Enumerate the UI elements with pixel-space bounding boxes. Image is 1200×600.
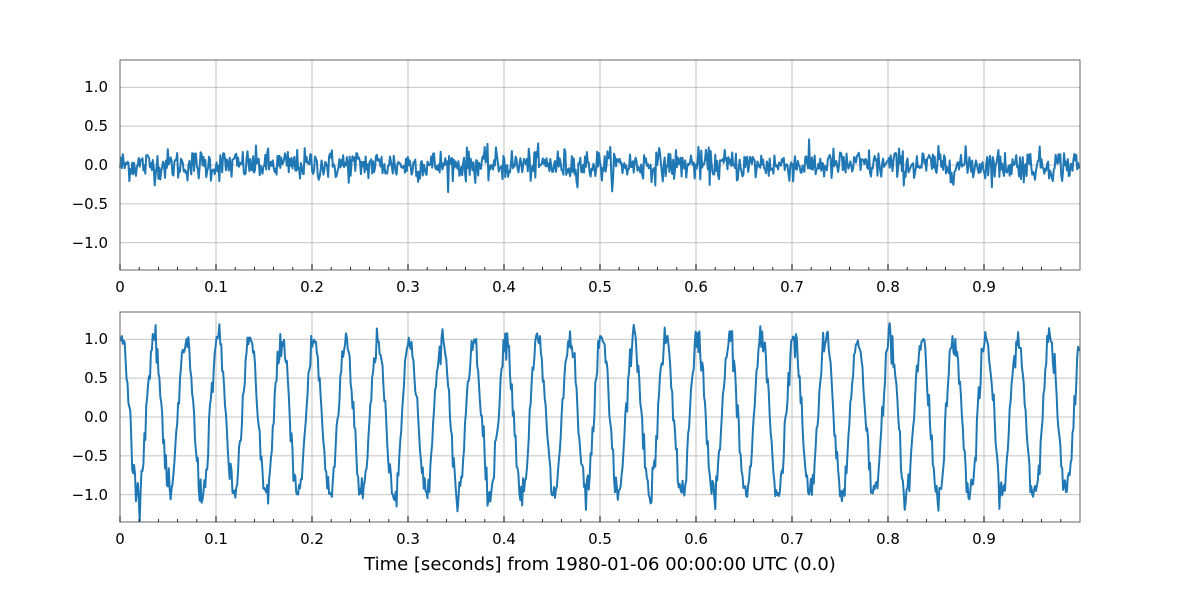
bottom-x-tick-label: 0.1 bbox=[204, 530, 228, 548]
bottom-tick-labels: 0 0.1 0.2 0.3 0.4 0.5 0.6 0.7 0.8 0.9 1.0 0.5 0.0 −0.… bbox=[72, 330, 996, 548]
bottom-y-tick-label: 0.0 bbox=[84, 408, 108, 426]
bottom-y-tick-label: −1.0 bbox=[72, 486, 108, 504]
bottom-y-tick-label: 0.5 bbox=[84, 369, 108, 387]
bottom-x-tick-label: 0.3 bbox=[396, 530, 420, 548]
bottom-x-tick-label: 0.7 bbox=[780, 530, 804, 548]
top-x-tick-label: 0.9 bbox=[972, 278, 996, 296]
top-y-tick-label: −0.5 bbox=[72, 195, 108, 213]
bottom-x-tick-label: 0.8 bbox=[876, 530, 900, 548]
bottom-x-tick-label: 0.4 bbox=[492, 530, 516, 548]
bottom-x-tick-label: 0 bbox=[115, 530, 125, 548]
top-series-line bbox=[119, 138, 1081, 194]
top-y-tick-label: 0.0 bbox=[84, 156, 108, 174]
bottom-series-line bbox=[119, 322, 1081, 523]
top-tick-labels: 0 0.1 0.2 0.3 0.4 0.5 0.6 0.7 0.8 0.9 1.0 0.5 0.0 −0.… bbox=[72, 78, 996, 296]
bottom-y-tick-label: 1.0 bbox=[84, 330, 108, 348]
x-axis-title: Time [seconds] from 1980-01-06 00:00:00 … bbox=[363, 554, 836, 575]
top-x-tick-label: 0.7 bbox=[780, 278, 804, 296]
top-y-tick-label: 0.5 bbox=[84, 117, 108, 135]
top-x-tick-label: 0.8 bbox=[876, 278, 900, 296]
bottom-x-tick-label: 0.9 bbox=[972, 530, 996, 548]
top-y-tick-label: 1.0 bbox=[84, 78, 108, 96]
top-y-tick-label: −1.0 bbox=[72, 234, 108, 252]
top-x-tick-label: 0.3 bbox=[396, 278, 420, 296]
top-x-tick-label: 0.1 bbox=[204, 278, 228, 296]
bottom-x-tick-label: 0.6 bbox=[684, 530, 708, 548]
bottom-y-tick-label: −0.5 bbox=[72, 447, 108, 465]
top-x-tick-label: 0.5 bbox=[588, 278, 612, 296]
top-panel: 0 0.1 0.2 0.3 0.4 0.5 0.6 0.7 0.8 0.9 1.0 0.5 0.0 −0.… bbox=[72, 59, 1081, 296]
top-x-tick-label: 0.4 bbox=[492, 278, 516, 296]
top-x-tick-label: 0.2 bbox=[300, 278, 324, 296]
bottom-panel: 0 0.1 0.2 0.3 0.4 0.5 0.6 0.7 0.8 0.9 1.0 0.5 0.0 −0.… bbox=[72, 311, 1081, 548]
top-ticks bbox=[119, 264, 1062, 270]
top-x-tick-label: 0.6 bbox=[684, 278, 708, 296]
top-x-tick-label: 0 bbox=[115, 278, 125, 296]
bottom-x-tick-label: 0.5 bbox=[588, 530, 612, 548]
bottom-ticks bbox=[119, 516, 1062, 522]
bottom-x-tick-label: 0.2 bbox=[300, 530, 324, 548]
